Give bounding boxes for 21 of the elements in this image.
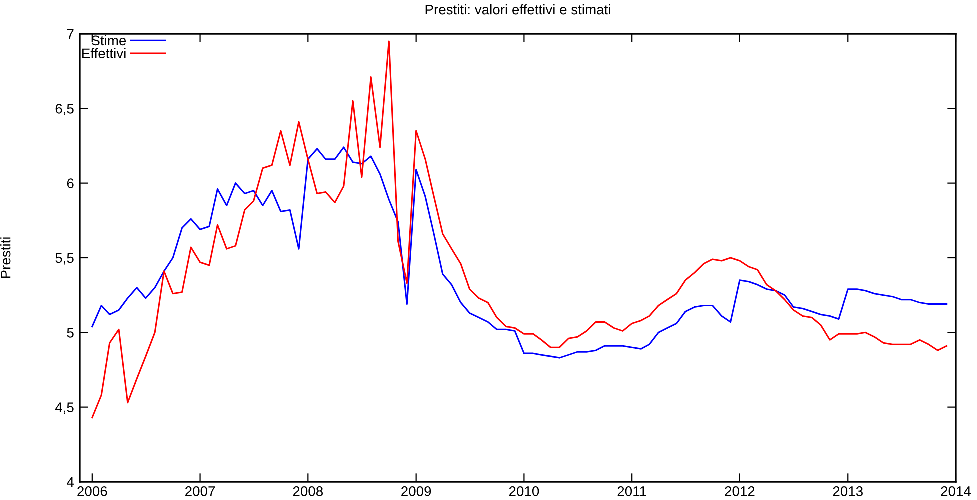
x-tick-label: 2009 <box>402 486 432 496</box>
x-tick-label: 2011 <box>618 486 646 496</box>
y-tick-label: 5 <box>67 328 74 338</box>
chart-title: Prestiti: valori effettivi e stimati <box>426 4 610 15</box>
legend-label: Stime <box>92 35 126 46</box>
x-tick-label: 2014 <box>941 486 972 496</box>
line-series <box>92 146 948 359</box>
y-tick-label: 5,5 <box>56 253 74 265</box>
x-tick-label: 2013 <box>833 486 863 496</box>
y-tick-label: 6 <box>67 178 74 189</box>
y-tick-label: 7 <box>67 29 74 40</box>
x-tick-label: 2010 <box>509 486 540 496</box>
y-tick-label: 4,5 <box>55 402 74 414</box>
x-tick-label: 2006 <box>78 486 108 496</box>
x-tick-label: 2012 <box>725 486 755 496</box>
x-tick-label: 2008 <box>293 486 324 496</box>
y-axis-title: Prestiti <box>0 238 11 278</box>
x-tick-label: 2007 <box>186 486 216 496</box>
y-tick-label: 6,5 <box>56 104 74 116</box>
y-tick-label: 4 <box>67 477 74 488</box>
legend-label: Effettivi <box>82 48 126 59</box>
